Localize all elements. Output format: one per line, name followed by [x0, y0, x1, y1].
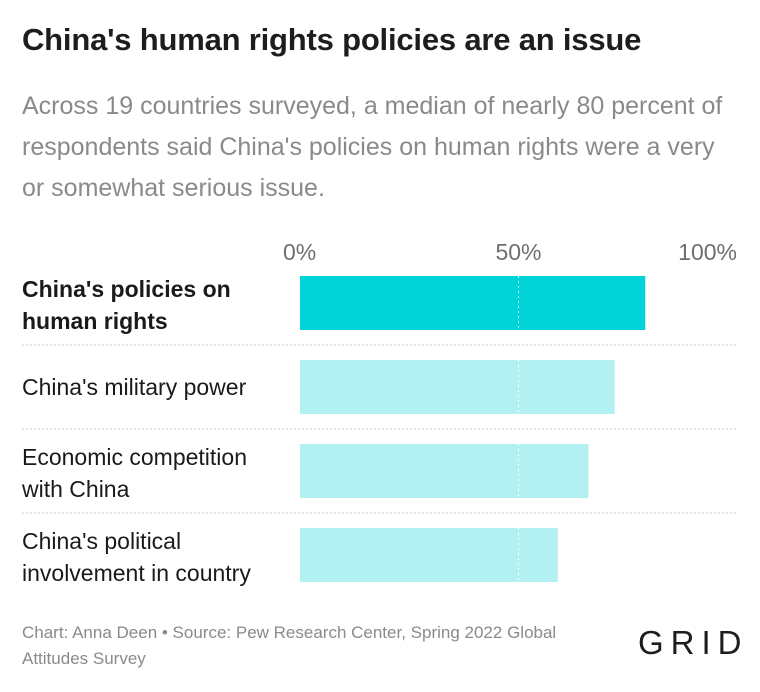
bar: [300, 528, 558, 582]
category-label: Economic competition with China: [21, 444, 247, 502]
tick-label: 100%: [678, 239, 737, 265]
bar: [300, 276, 646, 330]
chart-subtitle: Across 19 countries surveyed, a median o…: [22, 92, 723, 202]
source-credit: Chart: Anna Deen • Source: Pew Research …: [22, 623, 557, 668]
category-label: China's policies on human rights: [22, 276, 231, 334]
bar: [300, 444, 589, 498]
tick-label: 50%: [495, 239, 541, 265]
bar: [300, 360, 615, 414]
chart-title: China's human rights policies are an iss…: [22, 22, 642, 57]
tick-label: 0%: [283, 239, 316, 265]
grid-logo: GRID: [638, 624, 749, 661]
category-label: China's military power: [22, 374, 247, 400]
category-label: China's political involvement in country: [22, 528, 251, 586]
